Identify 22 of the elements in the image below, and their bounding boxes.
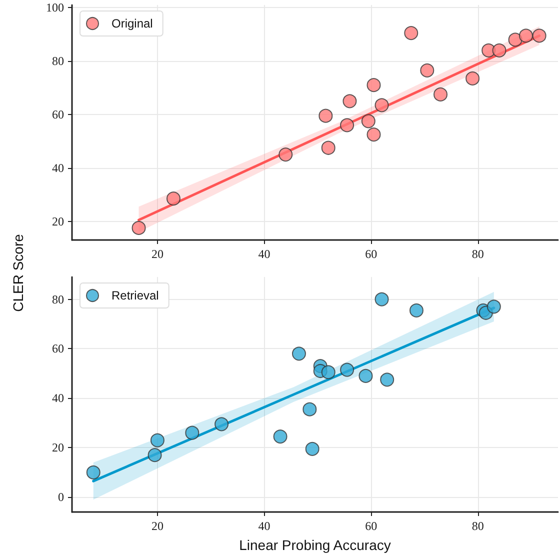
y-tick-label: 20 bbox=[52, 214, 64, 228]
x-tick-label: 80 bbox=[472, 519, 484, 533]
y-tick-label: 20 bbox=[52, 440, 64, 455]
x-tick-label: 80 bbox=[472, 247, 484, 261]
y-tick-label: 40 bbox=[52, 160, 64, 175]
y-tick-label: 60 bbox=[52, 342, 64, 356]
x-tick-label: 20 bbox=[151, 247, 164, 261]
y-tick-label: 100 bbox=[46, 0, 64, 15]
y-tick-label: 0 bbox=[58, 490, 64, 504]
x-tick-label: 60 bbox=[365, 247, 378, 261]
x-tick-label: 20 bbox=[151, 519, 164, 533]
y-tick-label: 80 bbox=[52, 54, 64, 68]
y-axis-title: CLER Score bbox=[10, 233, 26, 314]
y-tick-label: 40 bbox=[52, 391, 64, 406]
y-tick-label: 60 bbox=[52, 107, 64, 122]
legend-label: Retrieval bbox=[112, 288, 159, 302]
x-axis-title: Linear Probing Accuracy bbox=[239, 537, 391, 553]
y-tick-label: 80 bbox=[52, 292, 64, 306]
x-tick-label: 40 bbox=[258, 247, 270, 261]
legend-label: Original bbox=[112, 16, 153, 30]
x-tick-label: 60 bbox=[365, 519, 378, 533]
x-tick-label: 40 bbox=[258, 519, 270, 533]
